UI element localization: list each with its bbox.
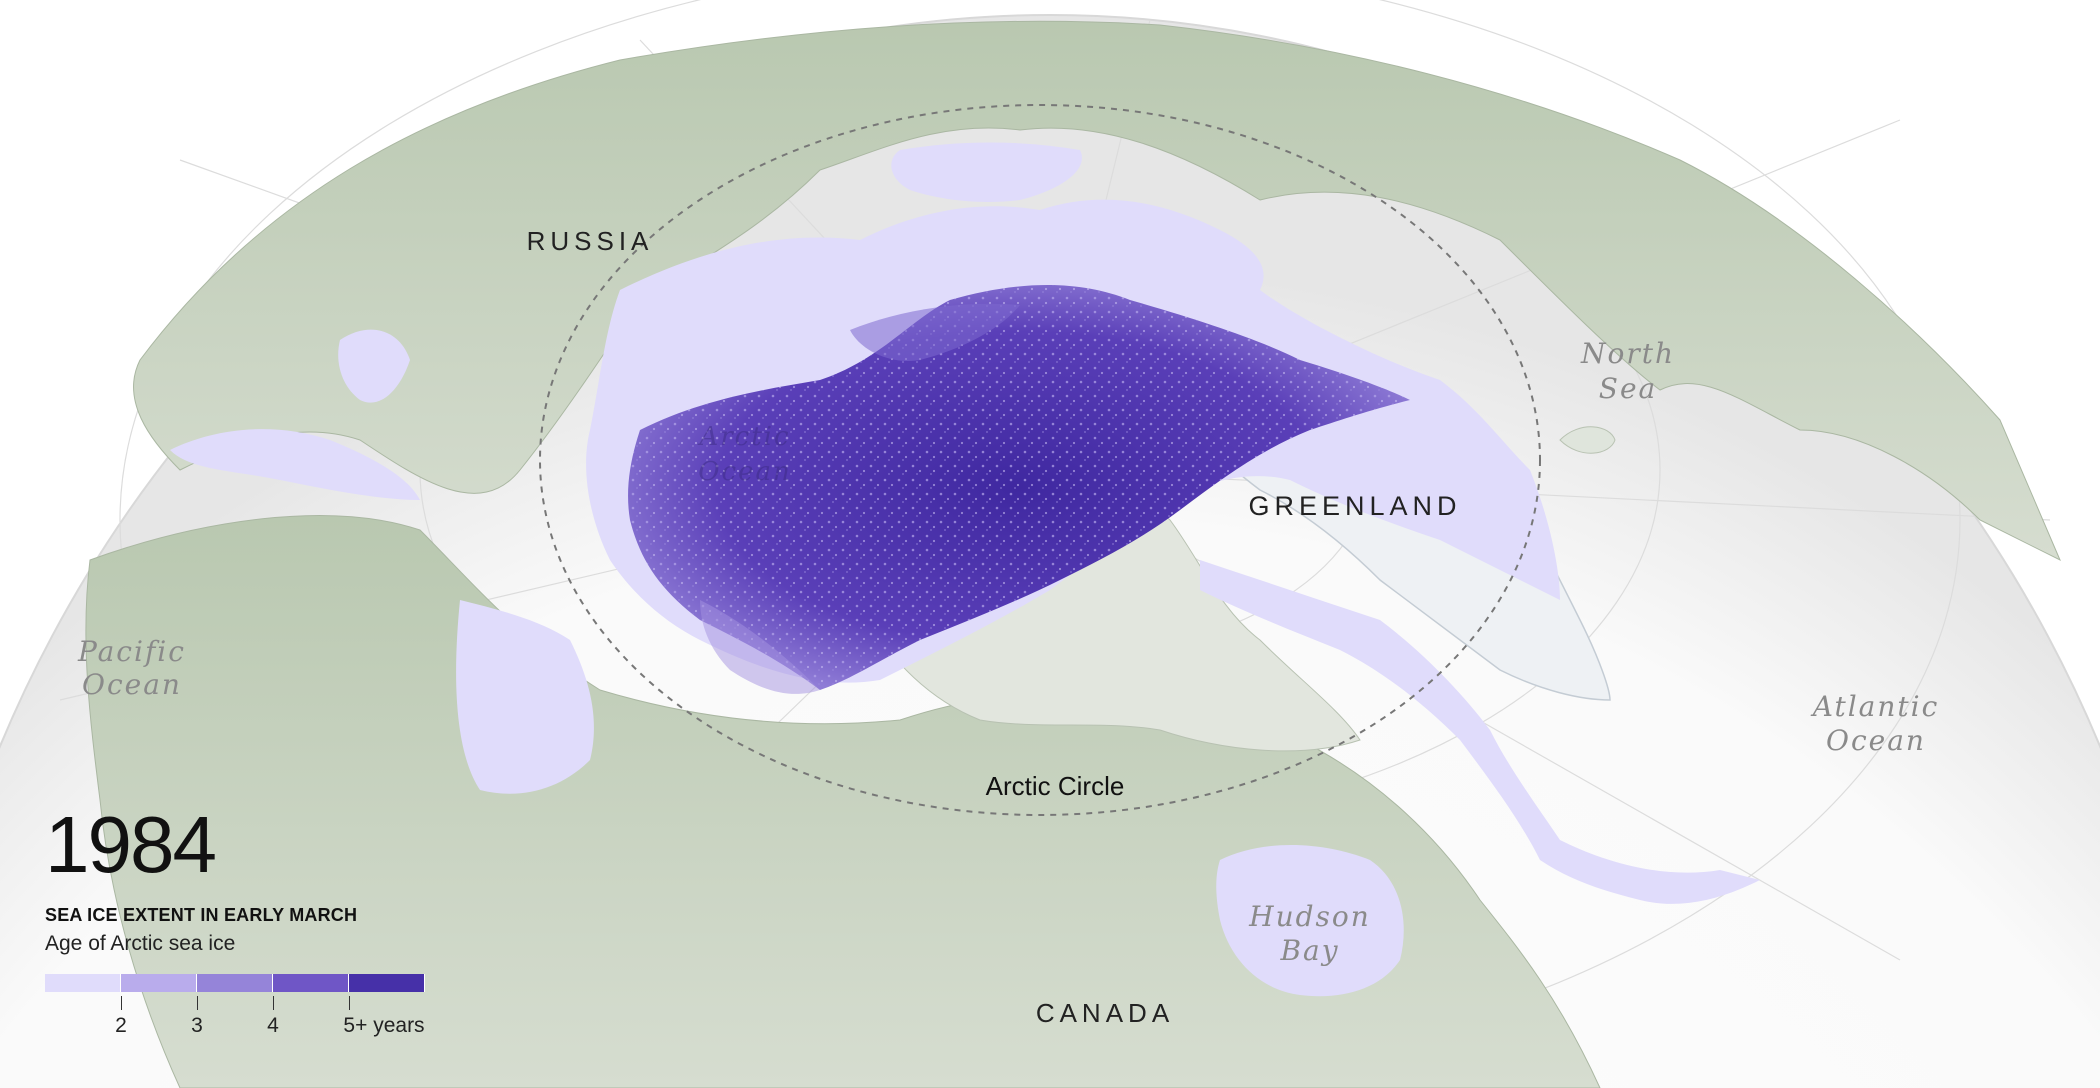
label-pacific-1: Pacific — [77, 635, 186, 668]
label-greenland: GREENLAND — [1248, 491, 1461, 521]
legend-title: SEA ICE EXTENT IN EARLY MARCH — [45, 905, 358, 925]
scale-swatch-5 — [349, 974, 425, 992]
label-arctic-circle: Arctic Circle — [986, 771, 1125, 801]
scale-tick-3 — [197, 996, 198, 1010]
label-atlantic-1: Atlantic — [1810, 690, 1940, 723]
hudson-bay-ice — [1216, 845, 1404, 997]
label-hudson-1: Hudson — [1248, 900, 1371, 933]
legend-subtitle: Age of Arctic sea ice — [45, 932, 236, 955]
scale-swatch-2 — [121, 974, 197, 992]
label-atlantic-2: Ocean — [1826, 724, 1926, 757]
scale-swatch-3 — [197, 974, 273, 992]
label-russia: RUSSIA — [527, 226, 654, 256]
legend-panel: 1984 SEA ICE EXTENT IN EARLY MARCH Age o… — [45, 805, 465, 1044]
label-hudson-2: Bay — [1279, 934, 1339, 967]
label-arctic-ocean-1: Arctic — [697, 422, 790, 452]
iceland — [1559, 426, 1616, 454]
arctic-circle-line — [539, 104, 1541, 816]
scale-tick-2 — [121, 996, 122, 1010]
scale-label-3: 3 — [191, 1014, 203, 1037]
scale-swatch-1 — [45, 974, 121, 992]
scale-swatch-4 — [273, 974, 349, 992]
scale-tick-4 — [273, 996, 274, 1010]
label-north-sea-1: North — [1580, 337, 1675, 370]
scale-label-5plus: 5+ years — [343, 1014, 425, 1037]
scale-label-4: 4 — [267, 1014, 279, 1037]
label-arctic-ocean-2: Ocean — [698, 457, 792, 487]
label-north-sea-2: Sea — [1599, 372, 1657, 405]
ice-age-scale: 2 3 4 5+ years — [45, 974, 465, 1044]
label-pacific-2: Ocean — [82, 668, 182, 701]
scale-label-2: 2 — [115, 1014, 127, 1037]
eurasia-land — [133, 20, 2061, 562]
scale-tick-5 — [349, 996, 350, 1010]
label-canada: CANADA — [1036, 998, 1174, 1028]
year-label: 1984 — [45, 800, 217, 889]
